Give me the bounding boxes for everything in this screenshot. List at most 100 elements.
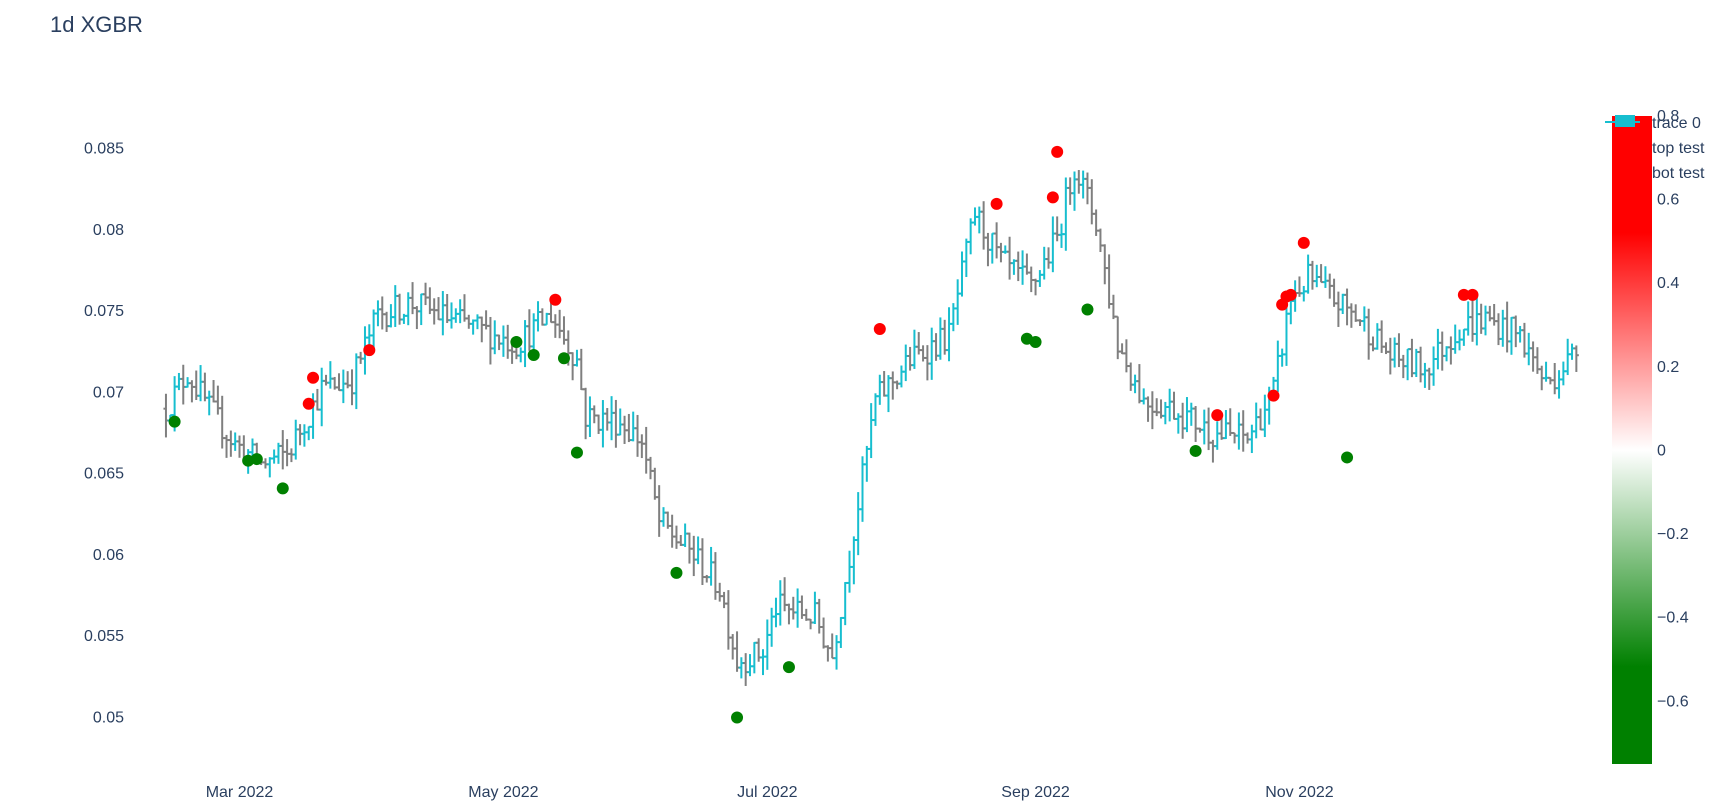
ohlc-bar	[1569, 343, 1575, 360]
ohlc-bar	[643, 426, 649, 474]
ohlc-bar	[1024, 253, 1030, 275]
ohlc-bar	[877, 374, 883, 405]
ohlc-bar	[1400, 354, 1406, 379]
ohlc-bar	[388, 304, 394, 328]
ohlc-bar	[825, 645, 831, 662]
ohlc-bar	[1335, 291, 1341, 327]
ohlc-bar	[1383, 342, 1389, 355]
ohlc-bar	[803, 608, 809, 621]
ohlc-bar	[924, 345, 930, 381]
top-test-marker	[1211, 409, 1224, 422]
ohlc-bar	[1119, 343, 1125, 355]
ohlc-bar	[712, 552, 718, 600]
top-test-marker	[1457, 288, 1470, 301]
legend[interactable]: trace 0 top test bot test	[1605, 115, 1705, 182]
ohlc-bar	[933, 333, 939, 361]
ohlc-bar	[1093, 209, 1099, 236]
ohlc-bar	[1145, 396, 1151, 422]
ohlc-bar	[929, 327, 935, 380]
ohlc-bar	[401, 313, 407, 324]
ohlc-bar	[1245, 432, 1251, 444]
ohlc-bar	[1232, 431, 1238, 444]
x-tick-label: May 2022	[468, 784, 538, 801]
ohlc-bar	[721, 591, 727, 609]
ohlc-bar	[1470, 300, 1476, 342]
ohlc-bar	[1552, 363, 1558, 395]
ohlc-bar	[799, 595, 805, 619]
legend-item[interactable]: trace 0	[1605, 115, 1701, 132]
ohlc-bar	[358, 351, 364, 364]
ohlc-bar	[864, 445, 870, 482]
ohlc-bar	[812, 591, 818, 625]
ohlc-bar	[786, 603, 792, 625]
ohlc-bar	[1457, 329, 1463, 351]
ohlc-bar	[1366, 308, 1372, 360]
legend-item[interactable]: bot test	[1652, 165, 1705, 182]
ohlc-bar	[215, 385, 221, 415]
ohlc-bar	[660, 507, 666, 527]
ohlc-bar	[232, 432, 238, 451]
ohlc-bar	[483, 310, 489, 330]
ohlc-bar	[1102, 244, 1108, 285]
ohlc-bar	[851, 536, 857, 585]
ohlc-bar	[1500, 309, 1506, 347]
ohlc-bar	[193, 370, 199, 401]
ohlc-bar	[920, 345, 926, 362]
ohlc-bar	[963, 238, 969, 278]
ohlc-bar	[275, 442, 281, 464]
ohlc-bar	[942, 319, 948, 355]
ohlc-bar	[855, 492, 861, 556]
ohlc-bar	[1413, 348, 1419, 378]
y-tick-label: 0.07	[93, 384, 124, 401]
ohlc-bar	[881, 371, 887, 397]
legend-label: top test	[1652, 140, 1705, 157]
ohlc-bar	[1110, 294, 1116, 320]
ohlc-bar	[237, 435, 243, 458]
legend-item[interactable]: top test	[1652, 140, 1705, 157]
ohlc-bar	[773, 597, 779, 628]
ohlc-bar	[431, 298, 437, 325]
ohlc-bar	[474, 314, 480, 330]
ohlc-bar	[1115, 315, 1121, 360]
top-test-marker	[1297, 236, 1310, 249]
ohlc-bar	[738, 657, 744, 679]
ohlc-bar	[1387, 337, 1393, 375]
ohlc-bar	[1015, 251, 1021, 282]
ohlc-bar	[1491, 303, 1497, 326]
ohlc-bar	[444, 294, 450, 324]
top-test-marker	[1046, 191, 1059, 204]
y-tick-label: 0.06	[93, 547, 124, 564]
ohlc-bar	[384, 311, 390, 332]
x-tick-label: Nov 2022	[1265, 784, 1334, 801]
ohlc-bar	[418, 293, 424, 326]
ohlc-bar	[349, 369, 355, 406]
ohlc-bar	[284, 439, 290, 467]
ohlc-bar	[163, 393, 169, 438]
ohlc-bar	[198, 365, 204, 402]
y-tick-label: 0.05	[93, 709, 124, 726]
ohlc-bar	[894, 380, 900, 390]
ohlc-bar	[1340, 293, 1346, 315]
ohlc-bar	[635, 414, 641, 457]
ohlc-bar	[838, 616, 844, 648]
ohlc-bar	[1526, 332, 1532, 366]
ohlc-bar	[890, 371, 896, 400]
bot-test-marker	[168, 415, 181, 428]
ohlc-bar	[228, 430, 234, 457]
ohlc-bar	[1201, 409, 1207, 445]
ohlc-bar	[297, 424, 303, 446]
top-test-marker	[1466, 288, 1479, 301]
ohlc-bar	[1249, 424, 1255, 454]
ohlc-bar	[552, 314, 558, 338]
ohlc-bar	[1020, 250, 1026, 285]
ohlc-bar	[868, 403, 874, 459]
ohlc-bar	[652, 467, 658, 500]
chart-title: 1d XGBR	[50, 12, 143, 37]
y-axis: 0.05 0.055 0.06 0.065 0.07 0.075 0.08 0.085	[84, 141, 124, 727]
ohlc-bar	[842, 581, 848, 626]
ohlc-bar	[185, 377, 191, 388]
ohlc-bar	[1253, 402, 1259, 439]
ohlc-bar	[1409, 338, 1415, 378]
ohlc-bar	[695, 536, 701, 565]
